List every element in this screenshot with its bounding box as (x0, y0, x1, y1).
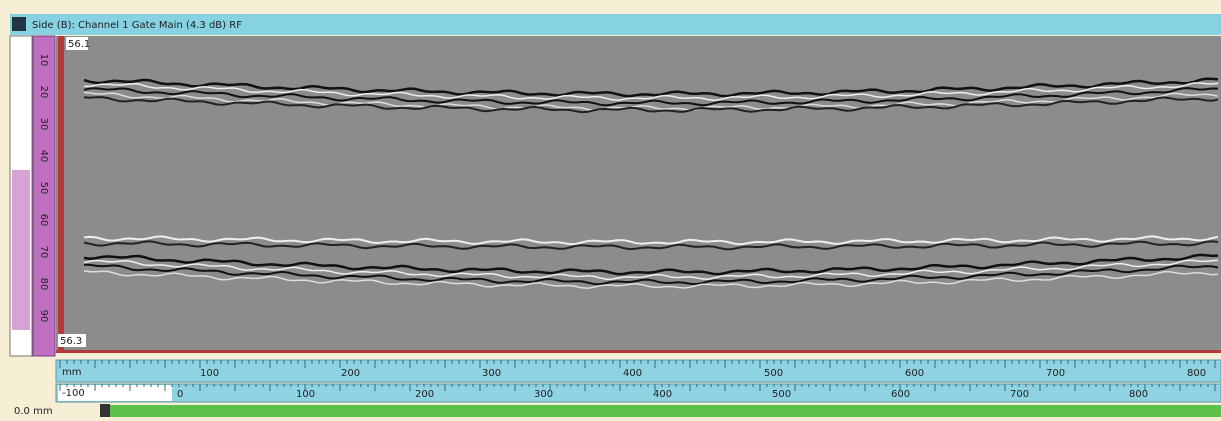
ruler-bottom-label: 500 (772, 389, 791, 400)
ruler-bottom (56, 384, 1221, 402)
ruler-top-label: 300 (482, 368, 501, 379)
ruler-unit: mm (62, 367, 81, 378)
page: Side (B): Channel 1 Gate Main (4.3 dB) R… (0, 0, 1221, 417)
ruler-bottom-label: 400 (653, 389, 672, 400)
ruler-bottom-label: 700 (1010, 389, 1029, 400)
depth-label: 30 (38, 118, 49, 131)
ruler-top-label: 100 (200, 368, 219, 379)
ruler-bottom-label: 100 (296, 389, 315, 400)
scan-bottom-label: 56.3 (60, 336, 82, 347)
left-indicator (12, 170, 30, 330)
scroll-track[interactable] (110, 405, 1221, 417)
scan-top-label: 56.1 (68, 39, 90, 50)
scan-bottom-border (56, 350, 1221, 353)
ruler-top-label: 700 (1046, 368, 1065, 379)
ruler-top-label: 800 (1187, 368, 1206, 379)
ruler-bottom-label: 600 (891, 389, 910, 400)
offset-field-text: -100 (62, 388, 85, 399)
app-window: Side (B): Channel 1 Gate Main (4.3 dB) R… (0, 0, 1221, 417)
ruler-bottom-label: 200 (415, 389, 434, 400)
window-icon[interactable] (12, 17, 26, 31)
scroll-thumb[interactable] (100, 404, 110, 417)
ruler-bottom-label: 300 (534, 389, 553, 400)
scan-area (56, 36, 1221, 352)
depth-ruler (33, 36, 55, 356)
ruler-bottom-label: 0 (177, 389, 183, 400)
depth-label: 50 (38, 182, 49, 195)
window-title: Side (B): Channel 1 Gate Main (4.3 dB) R… (32, 20, 242, 31)
ruler-top-label: 200 (341, 368, 360, 379)
ruler-bottom-label: 800 (1129, 389, 1148, 400)
depth-label: 40 (38, 150, 49, 163)
ruler-top-label: 600 (905, 368, 924, 379)
depth-label: 80 (38, 278, 49, 291)
depth-label: 60 (38, 214, 49, 227)
scan-left-border (58, 36, 64, 352)
depth-label: 90 (38, 310, 49, 323)
ruler-top-label: 500 (764, 368, 783, 379)
status-position: 0.0 mm (14, 406, 53, 417)
depth-label: 70 (38, 246, 49, 259)
depth-label: 10 (38, 54, 49, 67)
ruler-top-label: 400 (623, 368, 642, 379)
depth-label: 20 (38, 86, 49, 99)
